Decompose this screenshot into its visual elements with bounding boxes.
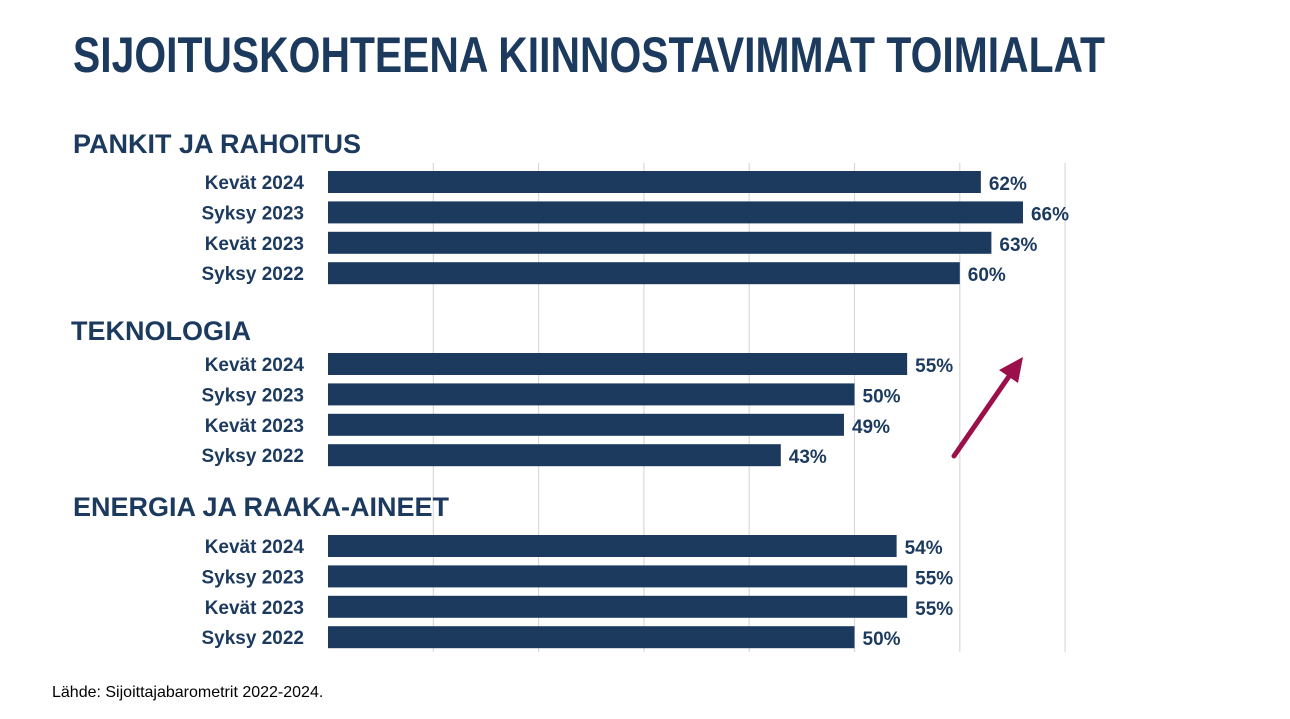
group-label: TEKNOLOGIA: [71, 316, 251, 346]
bar: [328, 353, 908, 375]
group-label: PANKIT JA RAHOITUS: [73, 129, 361, 159]
bar: [328, 201, 1023, 224]
data-label: 55%: [915, 568, 953, 589]
bar: [328, 626, 855, 649]
data-label: 49%: [852, 417, 890, 438]
category-label: Kevät 2023: [205, 416, 304, 437]
bar: [328, 231, 992, 254]
bar-groups: PANKIT JA RAHOITUS Kevät 2024 62% Syksy 202…: [71, 129, 1069, 650]
category-label: Syksy 2023: [202, 203, 305, 224]
data-label: 54%: [905, 538, 943, 559]
bar: [328, 171, 981, 193]
category-label: Syksy 2022: [202, 628, 305, 649]
category-label: Kevät 2023: [205, 598, 304, 619]
chart-title: SIJOITUSKOHTEENA KIINNOSTAVIMMAT TOIMIAL…: [73, 27, 1105, 83]
bar: [328, 383, 855, 406]
category-label: Kevät 2024: [205, 355, 305, 376]
category-label: Syksy 2022: [202, 264, 305, 285]
source-note: Lähde: Sijoittajabarometrit 2022-2024.: [52, 684, 323, 701]
bar: [328, 565, 908, 588]
data-label: 66%: [1031, 204, 1069, 225]
arrow-shaft: [951, 369, 1015, 459]
data-label: 60%: [968, 265, 1006, 286]
category-label: Syksy 2023: [202, 567, 305, 588]
bar-group: PANKIT JA RAHOITUS Kevät 2024 62% Syksy 202…: [73, 129, 1069, 286]
category-label: Kevät 2024: [205, 537, 305, 558]
bar: [328, 444, 781, 467]
category-label: Kevät 2023: [205, 234, 304, 255]
data-label: 43%: [789, 447, 827, 468]
trend-arrow: [951, 357, 1023, 459]
category-label: Syksy 2022: [202, 446, 305, 467]
data-label: 55%: [915, 356, 953, 377]
data-label: 62%: [989, 174, 1027, 195]
category-label: Kevät 2024: [205, 173, 305, 194]
bar: [328, 413, 844, 436]
arrow-head: [999, 357, 1023, 383]
bar-group: TEKNOLOGIA Kevät 2024 55% Syksy 2023 50% Kevä…: [71, 316, 953, 468]
data-label: 63%: [999, 235, 1037, 256]
group-label: ENERGIA JA RAAKA-AINEET: [73, 492, 450, 522]
bar: [328, 262, 960, 285]
bar: [328, 595, 908, 618]
category-label: Syksy 2023: [202, 385, 305, 406]
bar: [328, 535, 897, 557]
data-label: 55%: [915, 599, 953, 620]
data-label: 50%: [863, 386, 901, 407]
data-label: 50%: [863, 629, 901, 650]
bar-group: ENERGIA JA RAAKA-AINEET Kevät 2024 54% Syks…: [73, 492, 953, 650]
